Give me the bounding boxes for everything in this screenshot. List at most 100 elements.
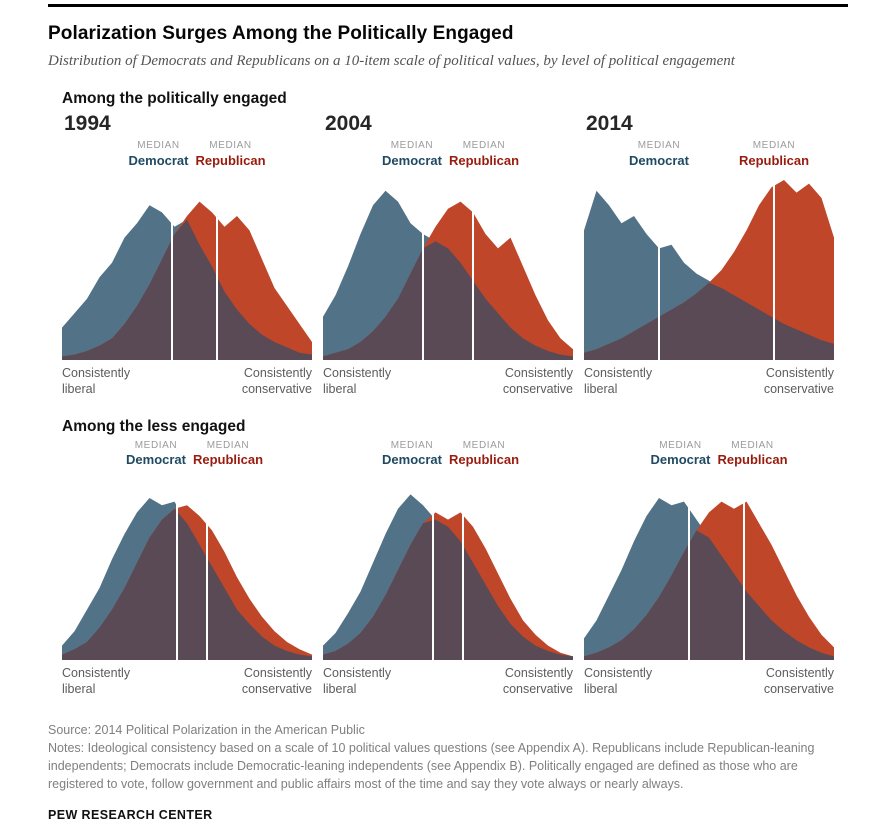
median-caption: MEDIAN [637, 140, 681, 151]
median-label-republican: MEDIAN Republican [717, 440, 787, 469]
x-axis-labels: Consistently liberal Consistently conserva… [62, 365, 312, 398]
x-axis-labels: Consistently liberal Consistently conserva… [584, 665, 834, 698]
axis-label-liberal: Consistently liberal [323, 665, 391, 698]
pew-research-center-brand: PEW RESEARCH CENTER [48, 807, 213, 822]
infographic-page: Polarization Surges Among the Politicall… [48, 4, 848, 822]
chart-cell-less-2014: MEDIAN Democrat MEDIAN Republican Consis… [584, 438, 834, 698]
axis-word: conservative [502, 681, 573, 696]
plot-area: MEDIAN Democrat MEDIAN Republican [62, 138, 312, 360]
axis-word: Consistently [243, 665, 312, 680]
median-caption: MEDIAN [390, 140, 434, 151]
democrat-label: Democrat [382, 452, 442, 467]
overlap-area [62, 508, 312, 660]
axis-label-liberal: Consistently liberal [584, 365, 652, 398]
overlap-area [584, 282, 834, 360]
plot-area: MEDIAN Democrat MEDIAN Republican [62, 438, 312, 660]
page-title: Polarization Surges Among the Politicall… [48, 23, 514, 44]
axis-label-conservative: Consistently conservative [503, 365, 573, 398]
median-caption: MEDIAN [731, 439, 774, 451]
median-label-republican: MEDIAN Republican [739, 140, 809, 169]
charts-row-less-engaged: MEDIAN Democrat MEDIAN Republican Consis… [48, 438, 848, 698]
axis-word: liberal [323, 382, 357, 397]
median-caption: MEDIAN [137, 140, 180, 151]
democrat-label: Democrat [650, 452, 711, 467]
republican-median-line [773, 180, 775, 360]
median-label-republican: MEDIAN Republican [449, 440, 519, 469]
axis-word: Consistently [504, 366, 573, 380]
axis-word: liberal [62, 681, 96, 696]
chart-year-label: 2014 [586, 112, 633, 135]
section-heading-less-engaged: Among the less engaged [62, 417, 246, 435]
democrat-label: Democrat [382, 152, 442, 168]
overlap-area [62, 219, 312, 360]
republican-median-line [462, 479, 464, 660]
axis-word: Consistently [323, 366, 392, 380]
notes-line: Notes: Ideological consistency based on … [48, 741, 815, 792]
median-label-democrat: MEDIAN Democrat [382, 440, 442, 469]
democrat-median-line [432, 479, 434, 660]
median-caption: MEDIAN [209, 140, 252, 151]
plot-area: MEDIAN Democrat MEDIAN Republican [323, 138, 573, 360]
axis-word: liberal [584, 382, 618, 397]
median-caption: MEDIAN [134, 439, 178, 451]
democrat-label: Democrat [128, 152, 189, 168]
median-caption: MEDIAN [206, 439, 250, 451]
overlap-area [323, 241, 573, 360]
axis-label-conservative: Consistently conservative [242, 365, 312, 398]
median-label-democrat: MEDIAN Democrat [129, 140, 189, 169]
axis-word: Consistently [765, 665, 834, 680]
axis-label-liberal: Consistently liberal [323, 365, 391, 398]
chart-cell-less-1994: MEDIAN Democrat MEDIAN Republican Consis… [62, 438, 312, 698]
median-caption: MEDIAN [390, 439, 434, 451]
median-label-democrat: MEDIAN Democrat [651, 440, 711, 469]
chart-cell-less-2004: MEDIAN Democrat MEDIAN Republican Consis… [323, 438, 573, 698]
democrat-median-line [422, 180, 424, 360]
chart-year-label: 2004 [325, 112, 372, 135]
distribution-plot [584, 180, 834, 360]
axis-label-conservative: Consistently conservative [764, 365, 834, 398]
axis-label-conservative: Consistently conservative [503, 665, 573, 698]
plot-area: MEDIAN Democrat MEDIAN Republican [323, 438, 573, 660]
median-label-republican: MEDIAN Republican [193, 440, 263, 469]
x-axis-labels: Consistently liberal Consistently conserva… [584, 365, 834, 398]
axis-label-liberal: Consistently liberal [62, 365, 130, 398]
section-heading-engaged: Among the politically engaged [62, 90, 287, 107]
chart-cell-engaged-2004: 2004 MEDIAN Democrat MEDIAN Republican C… [323, 110, 573, 398]
democrat-median-line [688, 479, 690, 660]
axis-label-conservative: Consistently conservative [764, 665, 834, 698]
axis-word: Consistently [62, 665, 131, 680]
median-caption: MEDIAN [752, 140, 796, 151]
axis-label-conservative: Consistently conservative [242, 665, 312, 698]
footnotes: Source: 2014 Political Polarization in t… [48, 721, 848, 822]
axis-word: liberal [584, 681, 618, 696]
distribution-plot [323, 180, 573, 360]
axis-word: conservative [763, 681, 834, 696]
median-label-republican: MEDIAN Republican [195, 140, 265, 169]
axis-word: Consistently [62, 366, 131, 380]
chart-cell-engaged-2014: 2014 MEDIAN Democrat MEDIAN Republican C… [584, 110, 834, 398]
axis-label-liberal: Consistently liberal [62, 665, 130, 698]
overlap-area [323, 519, 573, 660]
x-axis-labels: Consistently liberal Consistently conserva… [323, 665, 573, 698]
median-label-republican: MEDIAN Republican [449, 140, 519, 169]
median-caption: MEDIAN [462, 140, 506, 151]
distribution-plot [62, 180, 312, 360]
democrat-median-line [171, 180, 173, 360]
democrat-median-line [176, 479, 178, 660]
republican-label: Republican [738, 152, 810, 168]
axis-label-liberal: Consistently liberal [584, 665, 652, 698]
axis-word: Consistently [323, 665, 392, 680]
x-axis-labels: Consistently liberal Consistently conserva… [323, 365, 573, 398]
republican-label: Republican [448, 152, 520, 168]
chart-year-label: 1994 [64, 112, 111, 135]
democrat-label: Democrat [629, 152, 689, 168]
charts-row-engaged: 1994 MEDIAN Democrat MEDIAN Republican C… [48, 110, 848, 398]
source-line: Source: 2014 Political Polarization in t… [48, 723, 365, 737]
republican-label: Republican [448, 452, 520, 467]
median-label-democrat: MEDIAN Democrat [629, 140, 689, 169]
axis-word: Consistently [765, 366, 834, 380]
axis-word: Consistently [584, 366, 653, 380]
republican-median-line [472, 180, 474, 360]
axis-word: conservative [241, 681, 312, 696]
republican-median-line [743, 479, 745, 660]
